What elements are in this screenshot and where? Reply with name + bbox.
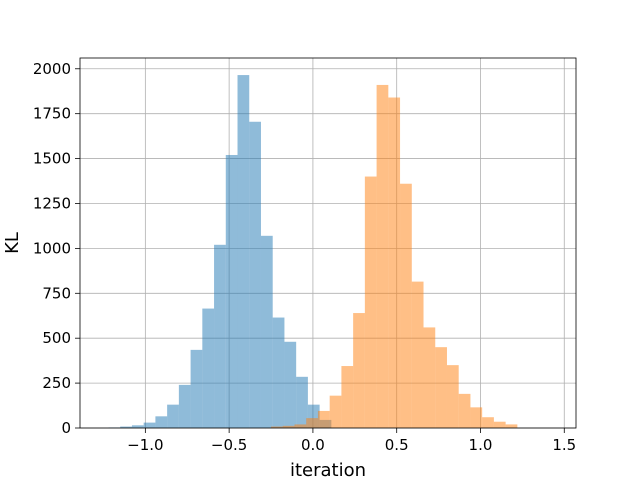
histogram-bar — [202, 308, 215, 428]
histogram-bar — [400, 183, 412, 428]
histogram-bar — [271, 426, 283, 428]
histogram-bar — [120, 426, 132, 428]
histogram-bar — [458, 393, 471, 428]
y-tick-label: 0 — [61, 419, 71, 437]
histogram-bar — [388, 97, 401, 429]
histogram-bar — [505, 424, 518, 428]
histogram-bar — [329, 395, 342, 428]
histogram-bar — [411, 281, 424, 428]
histogram-bar — [155, 416, 168, 428]
histogram-bar — [341, 366, 354, 428]
x-tick-label: 1.5 — [552, 436, 576, 454]
y-tick-label: 500 — [42, 329, 71, 347]
histogram-bar — [284, 341, 297, 428]
histogram-bar — [353, 313, 365, 428]
y-tick-label: 750 — [42, 284, 71, 302]
x-tick-label: −1.0 — [127, 436, 163, 454]
x-tick-label: 0.0 — [301, 436, 325, 454]
histogram-bar — [143, 422, 156, 428]
histogram-bar — [167, 404, 179, 428]
x-axis-ticks: −1.0 −0.5 0.0 0.5 1.0 1.5 — [127, 428, 576, 454]
plot-frame — [79, 57, 577, 429]
histogram-bar — [214, 244, 226, 428]
x-tick-label: −0.5 — [211, 436, 247, 454]
histogram-bar — [282, 425, 295, 428]
histogram-bar — [307, 404, 320, 428]
x-tick-label: 0.5 — [385, 436, 409, 454]
histogram-bar — [493, 421, 506, 428]
histogram-bar — [294, 424, 307, 428]
x-axis-label: iteration — [290, 460, 366, 480]
histogram-bar — [260, 235, 273, 428]
histogram-bar — [482, 417, 494, 428]
histogram-bar — [435, 347, 447, 428]
histogram-bar — [178, 384, 191, 428]
y-tick-label: 250 — [42, 374, 71, 392]
histogram-bar — [446, 365, 459, 428]
y-tick-label: 1250 — [33, 194, 71, 212]
histogram-bar — [272, 317, 285, 428]
series-2-bars — [271, 84, 518, 429]
histogram-bar — [317, 410, 330, 428]
y-tick-label: 1500 — [33, 150, 71, 168]
y-tick-label: 1750 — [33, 105, 71, 123]
histogram-bar — [225, 154, 238, 428]
histogram-bar — [364, 176, 377, 428]
histogram-bar — [249, 121, 261, 428]
histogram-bar — [376, 84, 389, 429]
y-axis-ticks: 0 250 500 750 1000 1250 1500 1750 2000 — [33, 60, 80, 437]
series-1-bars — [108, 75, 332, 428]
histogram-bar — [237, 75, 250, 428]
histogram-bar — [470, 407, 483, 428]
histogram-bar — [423, 327, 436, 428]
y-axis-label: KL — [2, 232, 23, 254]
x-tick-label: 1.0 — [469, 436, 493, 454]
y-tick-label: 1000 — [33, 239, 71, 257]
histogram-bar — [296, 376, 308, 428]
histogram-bar — [190, 349, 203, 428]
histogram-bars — [108, 75, 518, 429]
histogram-bar — [306, 418, 318, 428]
plot-area-background — [80, 58, 576, 428]
histogram-bar — [131, 425, 144, 428]
y-tick-label: 2000 — [33, 60, 71, 78]
